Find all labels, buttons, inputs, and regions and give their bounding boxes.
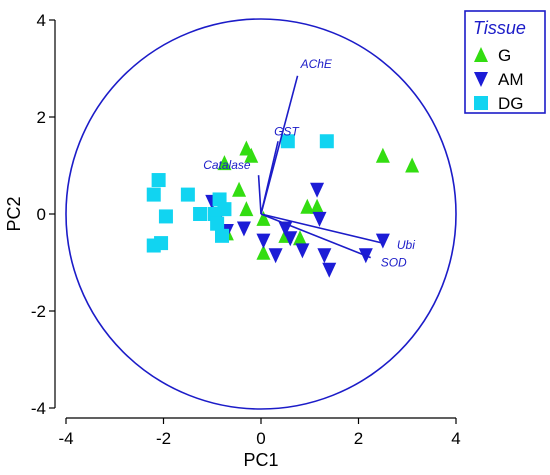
loading-vector-gst	[260, 141, 279, 215]
point-g	[232, 181, 247, 197]
point-am	[375, 233, 390, 249]
legend-label-g: G	[498, 46, 511, 65]
point-am	[310, 182, 325, 198]
point-am	[256, 233, 271, 249]
legend-marker-dg	[474, 96, 488, 110]
point-am	[322, 262, 337, 278]
y-tick-label: -4	[31, 399, 46, 418]
loading-label-sod: SOD	[381, 256, 407, 270]
legend: Tissue G AM DG	[464, 10, 546, 114]
legend-label-dg: DG	[498, 94, 524, 113]
point-g	[244, 147, 259, 163]
legend-marker-am	[474, 72, 488, 87]
x-tick-label: 4	[451, 429, 460, 448]
loading-vector-catalase	[257, 175, 262, 215]
x-tick-label: 0	[256, 429, 265, 448]
correlation-circle-layer	[65, 18, 457, 410]
x-axis-title: PC1	[243, 450, 278, 470]
point-g	[217, 155, 232, 171]
point-dg	[151, 173, 166, 188]
point-g	[239, 201, 254, 217]
legend-label-am: AM	[498, 70, 524, 89]
loading-vector-sod	[260, 213, 371, 259]
y-tick-label: -2	[31, 302, 46, 321]
loading-label-catalase: Catalase	[203, 158, 251, 172]
axes: -4 -2 0 2 4 -4 -2 0 2 4 PC1 PC2	[4, 11, 461, 470]
point-g	[256, 244, 271, 260]
loading-vector-ubi	[260, 213, 384, 244]
legend-marker-g	[474, 47, 488, 62]
point-g	[293, 230, 307, 246]
point-dg	[280, 134, 295, 149]
point-dg	[210, 216, 225, 231]
points-layer	[146, 134, 420, 278]
point-dg	[215, 228, 229, 243]
point-dg	[146, 238, 161, 253]
point-dg	[146, 187, 161, 202]
point-am	[283, 231, 298, 247]
y-tick-label: 4	[37, 11, 46, 30]
x-tick-label: -4	[58, 429, 73, 448]
x-tick-label: -2	[156, 429, 171, 448]
loading-label-gst: GST	[274, 124, 300, 138]
point-g	[300, 198, 315, 214]
point-dg	[193, 207, 208, 221]
point-am	[312, 211, 327, 227]
point-am	[295, 243, 310, 259]
y-axis-title: PC2	[4, 196, 24, 231]
loading-label-ubi: Ubi	[397, 238, 415, 252]
point-am	[268, 248, 283, 264]
point-g	[375, 147, 390, 163]
x-tick-label: 2	[354, 429, 363, 448]
loadings-layer: AChE GST Catalase Ubi SOD	[203, 57, 415, 270]
loading-label-ache: AChE	[300, 57, 333, 71]
correlation-circle	[65, 18, 457, 410]
point-am	[317, 248, 332, 264]
legend-title: Tissue	[473, 18, 526, 38]
point-dg	[319, 134, 334, 149]
y-tick-label: 2	[37, 108, 46, 127]
y-tick-label: 0	[37, 205, 46, 224]
point-g	[405, 157, 420, 173]
point-g	[310, 198, 325, 214]
point-g	[256, 210, 271, 226]
point-dg	[180, 187, 195, 202]
point-am	[236, 221, 251, 237]
point-dg	[158, 209, 173, 224]
